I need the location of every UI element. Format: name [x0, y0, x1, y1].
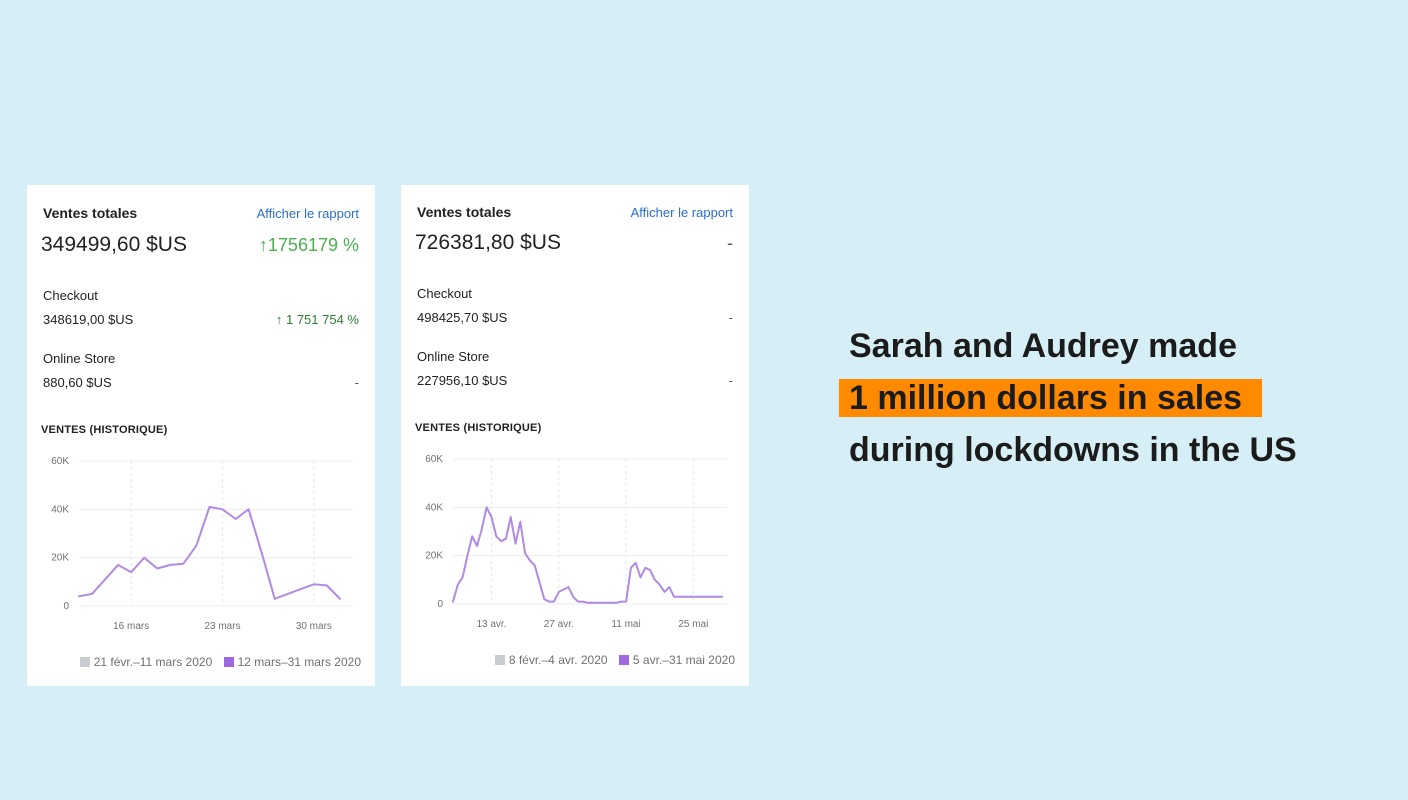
legend-previous-period: 21 févr.–11 mars 2020 — [93, 655, 213, 669]
checkout-change: - — [728, 310, 733, 325]
sales-card-2: Ventes totales Afficher le rapport 72638… — [401, 185, 749, 686]
y-tick-label: 0 — [63, 601, 69, 612]
y-tick-label: 0 — [437, 599, 443, 610]
y-tick-label: 60K — [425, 454, 443, 465]
card-title: Ventes totales — [43, 205, 138, 221]
y-tick-label: 20K — [51, 553, 69, 564]
legend-current-period: 5 avr.–31 mai 2020 — [632, 653, 735, 667]
x-tick-label: 23 mars — [204, 621, 240, 632]
view-report-link[interactable]: Afficher le rapport — [256, 206, 359, 221]
sales-history-label: VENTES (HISTORIQUE) — [415, 422, 542, 434]
y-tick-label: 60K — [51, 456, 69, 467]
headline-line-3: during lockdowns in the US — [849, 431, 1297, 469]
online-store-value: 880,60 $US — [43, 375, 112, 390]
card-header: Ventes totales Afficher le rapport — [43, 205, 359, 223]
legend-swatch-current — [618, 655, 629, 665]
chart-legend: 21 févr.–11 mars 2020 12 mars–31 mars 20… — [27, 655, 361, 669]
online-store-change: - — [354, 375, 359, 390]
y-tick-label: 40K — [425, 502, 443, 513]
view-report-link[interactable]: Afficher le rapport — [630, 205, 733, 220]
total-sales-change: ↑1756179 % — [258, 235, 359, 255]
online-store-label: Online Store — [43, 351, 116, 366]
card-header: Ventes totales Afficher le rapport — [417, 204, 733, 222]
y-tick-label: 40K — [51, 504, 69, 515]
legend-previous-period: 8 févr.–4 avr. 2020 — [508, 653, 608, 667]
total-sales-value: 349499,60 $US — [41, 233, 187, 256]
checkout-change: ↑ 1 751 754 % — [275, 312, 359, 327]
checkout-label: Checkout — [417, 286, 472, 301]
y-tick-label: 20K — [425, 551, 443, 562]
online-store-label: Online Store — [417, 349, 490, 364]
sales-history-chart: 0 20K 40K 60K 13 avr. 27 avr. 11 mai 25 mai — [425, 454, 727, 630]
online-store-value: 227956,10 $US — [417, 373, 508, 388]
online-store-change: - — [728, 373, 733, 388]
x-tick-label: 30 mars — [296, 621, 332, 632]
legend-swatch-current — [223, 657, 234, 667]
card-title: Ventes totales — [417, 204, 512, 220]
sales-series-line — [452, 506, 724, 604]
sales-series-line — [78, 505, 341, 600]
checkout-value: 498425,70 $US — [417, 310, 508, 325]
legend-swatch-previous — [79, 657, 90, 667]
total-sales-change: - — [727, 233, 733, 253]
checkout-label: Checkout — [43, 288, 98, 303]
headline: Sarah and Audrey made 1 million dollars … — [839, 320, 1369, 476]
legend-current-period: 12 mars–31 mars 2020 — [237, 655, 361, 669]
x-tick-label: 25 mai — [678, 619, 708, 630]
sales-history-chart: 0 20K 40K 60K 16 mars 23 mars 30 mars — [51, 456, 353, 632]
x-tick-label: 27 avr. — [544, 619, 574, 630]
x-tick-label: 16 mars — [113, 621, 149, 632]
x-tick-label: 11 mai — [611, 619, 640, 630]
checkout-value: 348619,00 $US — [43, 312, 134, 327]
headline-line-1: Sarah and Audrey made — [849, 327, 1237, 365]
total-sales-value: 726381,80 $US — [415, 231, 561, 254]
chart-legend: 8 févr.–4 avr. 2020 5 avr.–31 mai 2020 — [401, 653, 735, 667]
headline-highlight: 1 million dollars in sales — [839, 379, 1263, 417]
x-tick-label: 13 avr. — [476, 619, 506, 630]
sales-history-label: VENTES (HISTORIQUE) — [41, 424, 168, 436]
legend-swatch-previous — [494, 655, 505, 665]
sales-card-1: Ventes totales Afficher le rapport 34949… — [27, 185, 375, 686]
